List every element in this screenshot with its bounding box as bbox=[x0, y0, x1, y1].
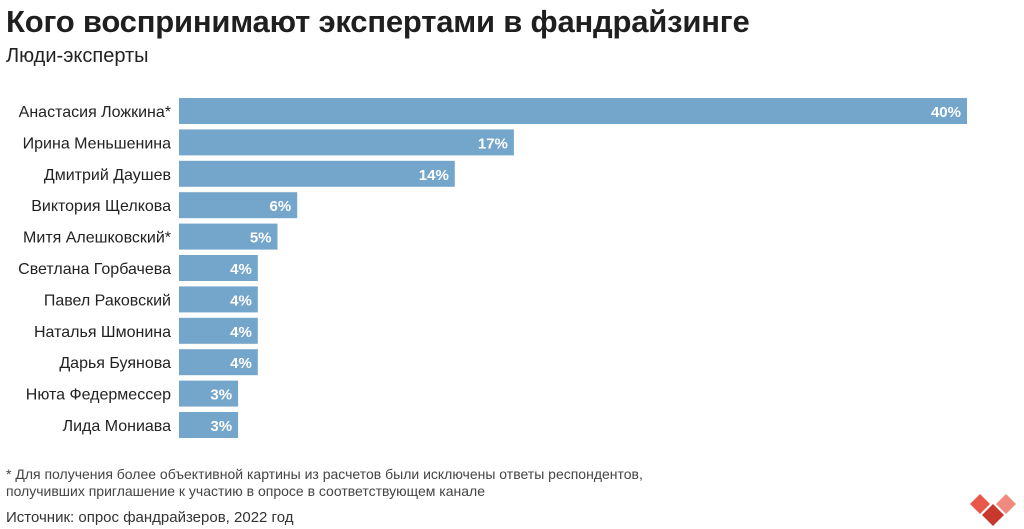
category-label: Наталья Шмонина bbox=[34, 324, 171, 341]
data-label: 3% bbox=[210, 387, 232, 404]
bar bbox=[179, 192, 298, 219]
bar bbox=[179, 317, 258, 344]
category-label: Виктория Щелкова bbox=[31, 198, 171, 215]
chart-title: Кого воспринимают экспертами в фандрайзи… bbox=[6, 4, 750, 39]
data-label: 4% bbox=[230, 324, 252, 341]
category-label: Нюта Федермессер bbox=[26, 387, 171, 404]
logo-right-diamond bbox=[996, 494, 1016, 514]
category-label: Светлана Горбачева bbox=[18, 261, 171, 278]
logo-bottom-diamond bbox=[982, 504, 1004, 526]
logo-left-diamond bbox=[970, 494, 990, 514]
bar bbox=[179, 380, 239, 407]
data-label: 5% bbox=[250, 230, 272, 247]
data-label: 14% bbox=[419, 167, 449, 184]
chart-subtitle: Люди-эксперты bbox=[6, 45, 149, 67]
bar-chart: Анастасия Ложкина* 40% Ирина Меньшенина 17%… bbox=[18, 98, 967, 438]
category-label: Лида Мониава bbox=[63, 418, 172, 435]
data-label: 4% bbox=[230, 261, 252, 278]
bar bbox=[179, 255, 258, 281]
data-label: 4% bbox=[230, 355, 252, 372]
footnote: * Для получения более объективной картин… bbox=[6, 466, 643, 499]
bar bbox=[179, 160, 455, 187]
heart-logo-icon bbox=[970, 494, 1016, 526]
category-label: Дмитрий Даушев bbox=[44, 167, 171, 184]
category-label: Павел Раковский bbox=[44, 292, 171, 309]
data-label: 4% bbox=[230, 292, 252, 309]
category-label: Митя Алешковский* bbox=[23, 230, 171, 247]
data-label: 3% bbox=[210, 418, 232, 435]
data-label: 17% bbox=[478, 135, 508, 152]
bar bbox=[179, 129, 514, 156]
bar bbox=[179, 98, 967, 124]
data-label: 40% bbox=[931, 104, 961, 121]
bar bbox=[179, 286, 258, 313]
source-note: Источник: опрос фандрайзеров, 2022 год bbox=[6, 509, 294, 526]
bar bbox=[179, 223, 278, 250]
bar bbox=[179, 412, 239, 438]
category-label: Дарья Буянова bbox=[59, 355, 171, 372]
bar bbox=[179, 349, 258, 376]
data-label: 6% bbox=[270, 198, 292, 215]
category-label: Ирина Меньшенина bbox=[23, 135, 171, 152]
category-label: Анастасия Ложкина* bbox=[19, 104, 171, 121]
